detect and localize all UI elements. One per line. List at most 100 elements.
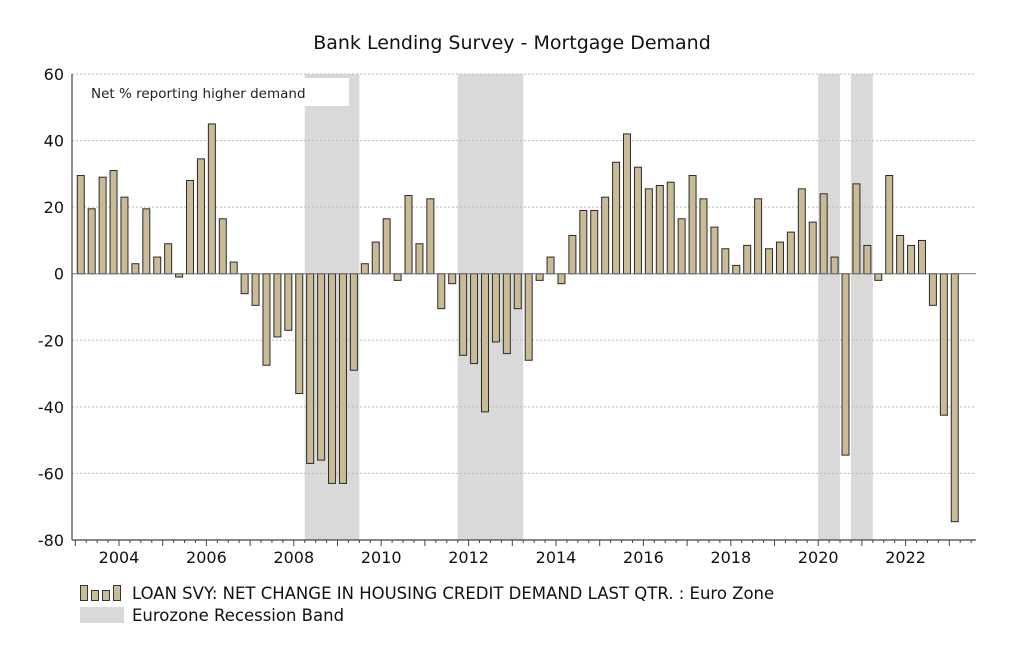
bar: [677, 218, 686, 275]
y-tick-label: 40: [44, 132, 64, 151]
bar: [601, 196, 610, 275]
bar: [393, 273, 402, 281]
bar: [819, 193, 828, 275]
bar: [415, 243, 424, 275]
bar: [699, 198, 708, 275]
legend-entry-band: Eurozone Recession Band: [80, 604, 774, 626]
bar: [360, 263, 369, 275]
bar: [743, 244, 752, 275]
bar: [273, 273, 282, 338]
annotation-box: [79, 78, 349, 106]
bar: [218, 218, 227, 275]
bar: [87, 208, 96, 275]
bar: [579, 209, 588, 275]
bar: [513, 273, 522, 310]
bar: [338, 273, 347, 484]
legend: LOAN SVY: NET CHANGE IN HOUSING CREDIT D…: [80, 582, 774, 626]
bar: [633, 166, 642, 275]
bar: [765, 248, 774, 275]
x-tick-label: 2014: [536, 548, 577, 567]
bar: [196, 158, 205, 275]
bar: [732, 264, 741, 275]
bar: [841, 273, 850, 456]
bar: [382, 218, 391, 275]
bar: [262, 273, 271, 366]
legend-label-band: Eurozone Recession Band: [132, 605, 345, 625]
x-tick-label: 2004: [99, 548, 140, 567]
band-swatch-icon: [80, 607, 124, 623]
bar: [186, 180, 195, 275]
bar: [568, 234, 577, 275]
recession-band: [457, 74, 524, 540]
bar: [404, 194, 413, 275]
bar: [546, 256, 555, 275]
bar: [120, 196, 129, 275]
bar: [328, 273, 337, 484]
y-tick-label: 60: [44, 65, 64, 84]
y-tick-label: -60: [38, 464, 64, 483]
y-tick-label: -80: [38, 531, 64, 550]
bar: [470, 273, 479, 365]
bar: [491, 273, 500, 343]
recession-band: [850, 74, 873, 540]
bar: [896, 234, 905, 275]
bar: [590, 209, 599, 275]
bar: [644, 188, 653, 275]
bar: [480, 273, 489, 413]
bar: [721, 248, 730, 275]
bar: [939, 273, 948, 416]
bar: [437, 273, 446, 310]
x-tick-label: 2020: [798, 548, 839, 567]
y-tick-label: 20: [44, 198, 64, 217]
bar: [284, 273, 293, 331]
legend-label-series: LOAN SVY: NET CHANGE IN HOUSING CREDIT D…: [132, 583, 775, 603]
bar-swatch-icon: [80, 585, 124, 601]
bar: [808, 221, 817, 275]
bar: [207, 123, 216, 275]
bar: [535, 273, 544, 281]
legend-entry-series: LOAN SVY: NET CHANGE IN HOUSING CREDIT D…: [80, 582, 774, 604]
bar: [885, 175, 894, 275]
chart-title: Bank Lending Survey - Mortgage Demand: [313, 32, 711, 54]
bar: [131, 263, 140, 275]
bar: [623, 133, 632, 275]
bar: [349, 273, 358, 371]
bar: [306, 273, 315, 464]
bar: [612, 161, 621, 275]
bar: [775, 241, 784, 275]
bar: [251, 273, 260, 306]
bar: [852, 183, 861, 275]
x-tick-label: 2018: [710, 548, 751, 567]
bar: [917, 239, 926, 275]
bar: [907, 244, 916, 275]
bar: [688, 175, 697, 275]
x-tick-label: 2022: [885, 548, 926, 567]
x-tick-label: 2012: [448, 548, 489, 567]
bar: [76, 175, 85, 275]
bar: [524, 273, 533, 361]
annotation-label: Net % reporting higher demand: [91, 86, 306, 102]
bar: [229, 261, 238, 275]
bar: [830, 256, 839, 275]
bar: [950, 273, 959, 523]
bar: [710, 226, 719, 275]
bar: [797, 188, 806, 275]
bar: [754, 198, 763, 275]
bar: [502, 273, 511, 355]
y-tick-label: -20: [38, 331, 64, 350]
bar: [295, 273, 304, 395]
bar: [786, 231, 795, 275]
y-tick-label: 0: [54, 265, 64, 284]
x-tick-label: 2016: [623, 548, 664, 567]
recession-band: [818, 74, 841, 540]
x-tick-label: 2006: [186, 548, 227, 567]
bar: [153, 256, 162, 275]
bar: [240, 273, 249, 295]
y-tick-label: -40: [38, 398, 64, 417]
bar: [557, 273, 566, 285]
x-tick-label: 2010: [361, 548, 402, 567]
bar: [928, 273, 937, 306]
bar: [98, 176, 107, 275]
bar: [655, 185, 664, 275]
